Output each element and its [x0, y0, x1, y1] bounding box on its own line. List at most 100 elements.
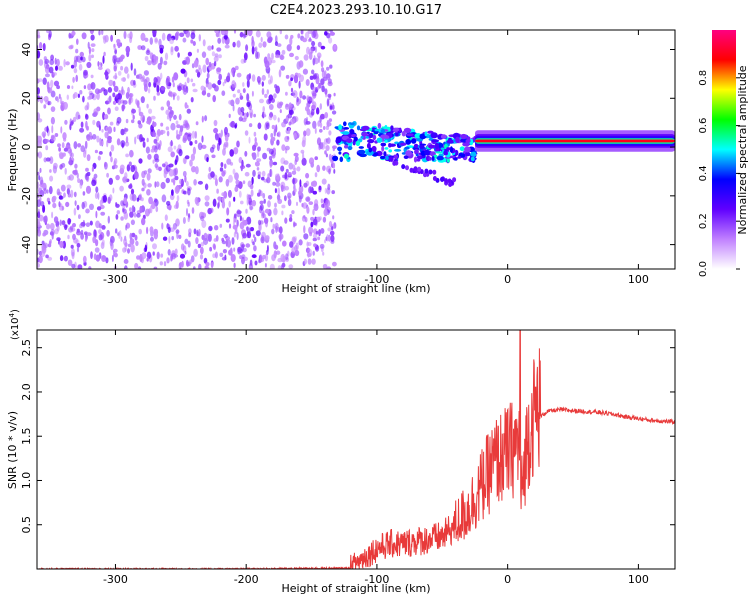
noise-blob	[281, 144, 286, 152]
noise-blob	[162, 163, 166, 168]
noise-blob	[213, 119, 218, 127]
noise-blob	[177, 52, 180, 58]
noise-blob	[288, 162, 294, 170]
noise-blob	[135, 240, 139, 247]
noise-blob	[262, 106, 266, 113]
noise-blob	[293, 236, 297, 241]
noise-blob	[167, 226, 171, 233]
noise-blob	[184, 155, 190, 160]
noise-blob	[165, 177, 170, 184]
transition-blob	[465, 139, 471, 143]
noise-blob	[124, 66, 129, 74]
noise-blob	[198, 34, 201, 42]
y-tick-label: 2.0	[20, 383, 33, 401]
noise-blob	[264, 93, 268, 98]
noise-blob	[60, 126, 63, 134]
noise-blob	[257, 171, 262, 176]
noise-blob	[166, 100, 171, 107]
transition-blob	[404, 146, 410, 150]
noise-blob	[147, 168, 152, 174]
noise-blob	[209, 246, 213, 252]
noise-blob	[239, 255, 243, 260]
noise-blob	[72, 76, 75, 83]
noise-blob	[211, 154, 216, 159]
noise-blob	[225, 218, 230, 223]
transition-blob	[353, 136, 358, 142]
noise-blob	[217, 79, 222, 86]
noise-blob	[281, 185, 286, 192]
noise-blob	[290, 87, 294, 93]
trail-blob	[448, 182, 453, 187]
noise-blob	[74, 200, 77, 207]
noise-blob	[110, 156, 113, 163]
noise-blob	[49, 169, 52, 173]
noise-blob	[277, 198, 283, 204]
noise-blob	[275, 85, 280, 94]
noise-blob	[170, 122, 176, 131]
noise-blob	[244, 171, 250, 177]
noise-blob	[302, 37, 308, 43]
noise-blob	[313, 243, 317, 247]
noise-blob	[298, 239, 303, 246]
noise-blob	[292, 90, 298, 98]
noise-blob	[305, 172, 310, 179]
noise-blob	[207, 82, 213, 90]
noise-blob	[101, 255, 107, 262]
noise-blob	[234, 186, 239, 192]
noise-blob	[37, 34, 41, 39]
noise-blob	[221, 197, 225, 203]
noise-blob	[230, 69, 234, 75]
noise-blob	[160, 253, 164, 258]
noise-blob	[305, 121, 311, 125]
noise-blob	[306, 241, 309, 247]
noise-blob	[45, 73, 50, 78]
noise-blob	[244, 150, 248, 157]
noise-blob	[279, 109, 282, 114]
noise-blob	[189, 159, 193, 167]
noise-blob	[278, 226, 283, 234]
noise-blob	[313, 57, 319, 65]
noise-blob	[77, 178, 81, 184]
noise-blob	[64, 167, 67, 175]
noise-blob	[232, 104, 235, 112]
transition-blob	[413, 143, 419, 148]
noise-blob	[192, 41, 196, 46]
noise-blob	[279, 54, 284, 60]
noise-blob	[201, 144, 207, 149]
noise-blob	[210, 261, 214, 269]
noise-blob	[153, 228, 159, 236]
noise-blob	[256, 158, 262, 163]
noise-blob	[113, 85, 119, 93]
noise-blob	[197, 142, 203, 151]
noise-blob	[112, 54, 117, 60]
noise-blob	[228, 100, 233, 105]
noise-blob	[306, 206, 310, 214]
noise-blob	[49, 222, 55, 231]
noise-blob	[123, 197, 128, 205]
noise-blob	[251, 46, 255, 55]
noise-blob	[200, 215, 205, 222]
noise-blob	[259, 98, 264, 104]
noise-blob	[182, 37, 187, 43]
noise-blob	[161, 194, 167, 203]
x-tick-label: 0	[504, 573, 511, 586]
noise-blob	[101, 30, 104, 35]
noise-blob	[86, 136, 91, 141]
noise-blob	[37, 171, 40, 176]
noise-blob	[91, 48, 95, 53]
noise-blob	[316, 52, 322, 59]
noise-blob	[206, 157, 209, 163]
noise-blob	[233, 30, 237, 34]
noise-blob	[333, 44, 337, 50]
noise-blob	[95, 210, 98, 219]
noise-blob	[85, 185, 92, 194]
noise-blob	[125, 118, 129, 124]
noise-blob	[151, 201, 156, 210]
noise-blob	[304, 31, 310, 39]
noise-blob	[97, 61, 100, 67]
noise-blob	[94, 247, 100, 253]
noise-blob	[88, 131, 93, 138]
noise-blob	[88, 266, 92, 269]
transition-blob	[446, 139, 455, 144]
noise-blob	[325, 125, 330, 130]
